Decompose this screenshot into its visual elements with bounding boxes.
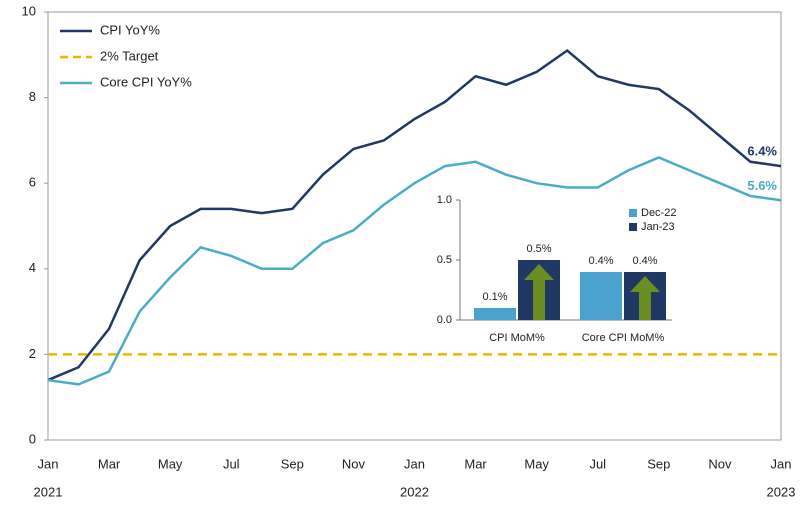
x-tick-label: Nov — [342, 456, 366, 471]
end-label: 5.6% — [747, 178, 777, 193]
plot-frame — [47, 11, 782, 441]
x-tick-label: Jan — [404, 456, 425, 471]
x-tick-label: May — [524, 456, 549, 471]
legend-label: Core CPI YoY% — [100, 74, 192, 89]
inset-legend-swatch — [629, 223, 637, 231]
inset-y-tick-label: 0.5 — [437, 254, 452, 266]
legend-label: 2% Target — [100, 48, 159, 63]
x-tick-label: May — [158, 456, 183, 471]
x-tick-label: Jan — [38, 456, 59, 471]
inset-legend-label: Jan-23 — [641, 221, 675, 233]
inset-value-label: 0.5% — [526, 243, 551, 255]
x-tick-label: Jul — [589, 456, 606, 471]
y-tick-label: 6 — [29, 175, 36, 190]
x-tick-label: Sep — [281, 456, 304, 471]
inset-value-label: 0.4% — [632, 255, 657, 267]
x-tick-label: Mar — [98, 456, 121, 471]
y-tick-label: 2 — [29, 346, 36, 361]
inset-legend-label: Dec-22 — [641, 207, 676, 219]
y-tick-label: 0 — [29, 431, 36, 446]
inset-bar — [474, 308, 516, 320]
line-series — [47, 48, 782, 382]
inset-legend-swatch — [629, 209, 637, 217]
inset-y-tick-label: 1.0 — [437, 194, 452, 206]
inset-value-label: 0.1% — [482, 291, 507, 303]
x-tick-label: Jul — [223, 456, 240, 471]
y-tick-label: 4 — [29, 260, 36, 275]
x-tick-label: Jan — [771, 456, 792, 471]
end-label: 6.4% — [747, 144, 777, 159]
inset-category-label: Core CPI MoM% — [582, 332, 665, 344]
legend-label: CPI YoY% — [100, 22, 160, 37]
line-series — [47, 156, 782, 386]
y-tick-label: 8 — [29, 89, 36, 104]
y-tick-label: 10 — [22, 3, 36, 18]
x-tick-label: Sep — [647, 456, 670, 471]
inset-bar — [580, 272, 622, 320]
year-label: 2022 — [400, 484, 429, 499]
up-arrow — [524, 264, 554, 320]
x-tick-label: Mar — [464, 456, 487, 471]
up-arrow — [630, 276, 660, 320]
year-label: 2021 — [34, 484, 63, 499]
inset-value-label: 0.4% — [588, 255, 613, 267]
inset-y-tick-label: 0.0 — [437, 314, 452, 326]
x-tick-label: Nov — [708, 456, 732, 471]
inset-category-label: CPI MoM% — [489, 332, 545, 344]
year-label: 2023 — [767, 484, 796, 499]
